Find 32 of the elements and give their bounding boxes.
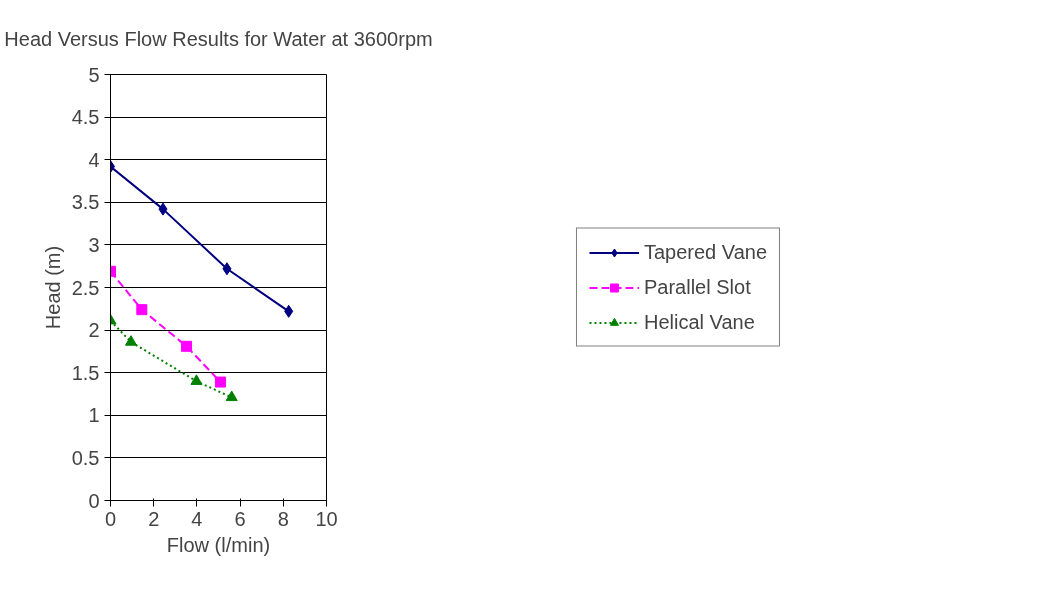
y-tick-label: 2 <box>88 319 100 342</box>
x-tick-label: 4 <box>191 507 203 530</box>
legend-label: Parallel Slot <box>643 275 751 299</box>
point <box>158 202 168 216</box>
y-tick-label: 4.5 <box>71 106 100 129</box>
y-tick-label: 0.5 <box>71 446 100 469</box>
y-tick-label: 2.5 <box>71 276 100 299</box>
y-tick-label: 1.5 <box>71 361 100 384</box>
y-tick-label: 4 <box>88 148 100 171</box>
point <box>181 340 193 352</box>
x-tick-label: 10 <box>315 507 338 530</box>
y-tick-label: 3.5 <box>71 191 100 214</box>
y-axis-title: Head (m) <box>41 245 64 330</box>
point <box>190 374 203 385</box>
point <box>136 304 148 316</box>
x-axis-title: Flow (l/min) <box>166 533 271 556</box>
y-tick-label: 0 <box>88 489 100 512</box>
y-tick-label: 3 <box>88 233 100 256</box>
y-tick-label: 5 <box>88 63 100 86</box>
legend-label: Helical Vane <box>643 310 755 334</box>
chart-title: Head Versus Flow Results for Water at 3600rpm <box>4 27 433 50</box>
x-tick-label: 6 <box>234 507 246 530</box>
legend-label: Tapered Vane <box>643 240 768 264</box>
x-tick-label: 0 <box>104 507 117 530</box>
point <box>225 390 238 402</box>
point <box>222 262 232 276</box>
point <box>284 304 294 318</box>
y-tick-label: 1 <box>88 404 100 427</box>
point <box>214 376 226 388</box>
x-tick-label: 8 <box>277 507 289 530</box>
x-tick-label: 2 <box>148 507 160 530</box>
point <box>125 335 138 346</box>
